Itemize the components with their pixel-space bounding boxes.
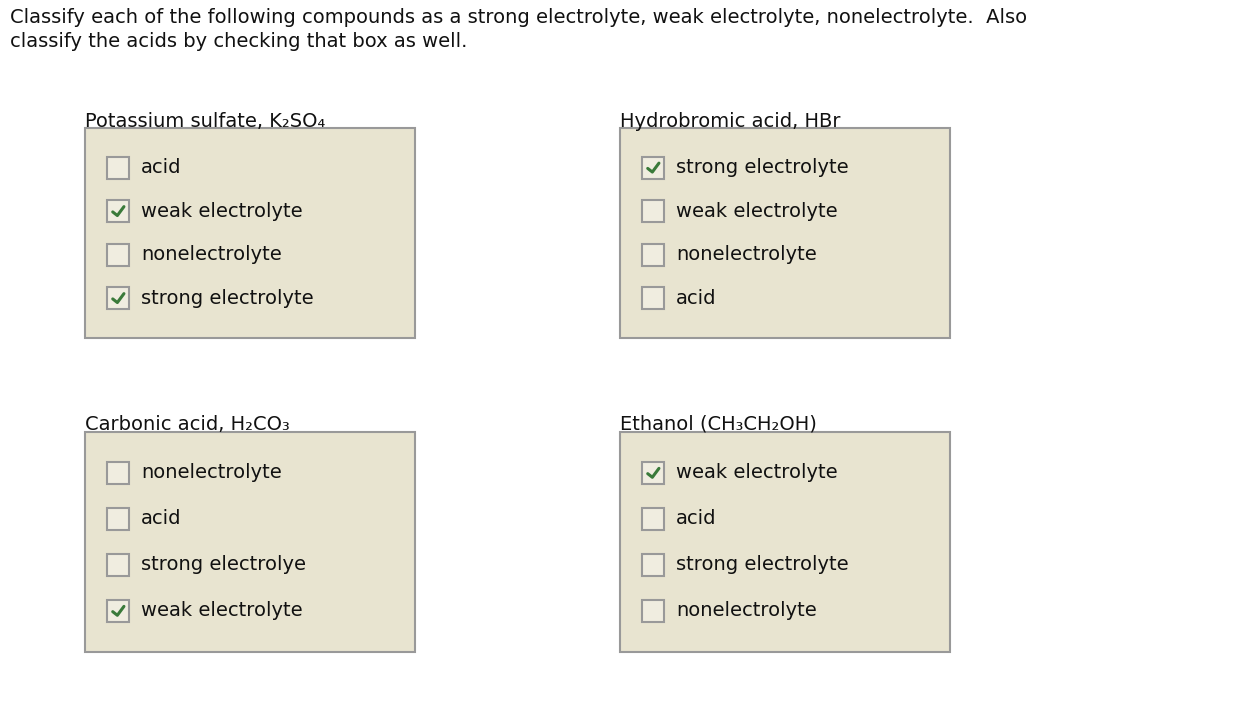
Text: Carbonic acid, H₂CO₃: Carbonic acid, H₂CO₃ [86, 415, 289, 434]
Text: strong electrolye: strong electrolye [141, 555, 306, 574]
Text: strong electrolyte: strong electrolyte [141, 289, 313, 308]
Text: Potassium sulfate, K₂SO₄: Potassium sulfate, K₂SO₄ [86, 112, 326, 131]
Text: weak electrolyte: weak electrolyte [141, 202, 303, 221]
Text: acid: acid [676, 289, 717, 308]
Text: weak electrolyte: weak electrolyte [676, 202, 838, 221]
Bar [620, 128, 950, 338]
Bar [107, 157, 130, 179]
Text: nonelectrolyte: nonelectrolyte [141, 463, 282, 482]
Bar [107, 462, 130, 484]
Bar [642, 462, 664, 484]
Bar [642, 157, 664, 179]
Bar [642, 508, 664, 530]
Bar [107, 244, 130, 265]
Bar [642, 200, 664, 222]
Text: acid: acid [676, 510, 717, 529]
Text: nonelectrolyte: nonelectrolyte [141, 245, 282, 264]
Text: Classify each of the following compounds as a strong electrolyte, weak electroly: Classify each of the following compounds… [10, 8, 1027, 27]
Bar [107, 554, 130, 576]
Bar [620, 432, 950, 652]
Text: Ethanol (CH₃CH₂OH): Ethanol (CH₃CH₂OH) [620, 415, 816, 434]
Bar [107, 508, 130, 530]
Bar [107, 600, 130, 622]
Text: classify the acids by checking that box as well.: classify the acids by checking that box … [10, 32, 468, 51]
Text: weak electrolyte: weak electrolyte [676, 463, 838, 482]
Text: nonelectrolyte: nonelectrolyte [676, 245, 816, 264]
Text: strong electrolyte: strong electrolyte [676, 555, 849, 574]
Bar [86, 432, 415, 652]
Bar [642, 600, 664, 622]
Bar [642, 244, 664, 265]
Text: acid: acid [141, 510, 181, 529]
Text: Hydrobromic acid, HBr: Hydrobromic acid, HBr [620, 112, 840, 131]
Text: nonelectrolyte: nonelectrolyte [676, 601, 816, 620]
Text: strong electrolyte: strong electrolyte [676, 158, 849, 177]
Bar [86, 128, 415, 338]
Text: acid: acid [141, 158, 181, 177]
Text: weak electrolyte: weak electrolyte [141, 601, 303, 620]
Bar [107, 287, 130, 309]
Bar [642, 554, 664, 576]
Bar [642, 287, 664, 309]
Bar [107, 200, 130, 222]
